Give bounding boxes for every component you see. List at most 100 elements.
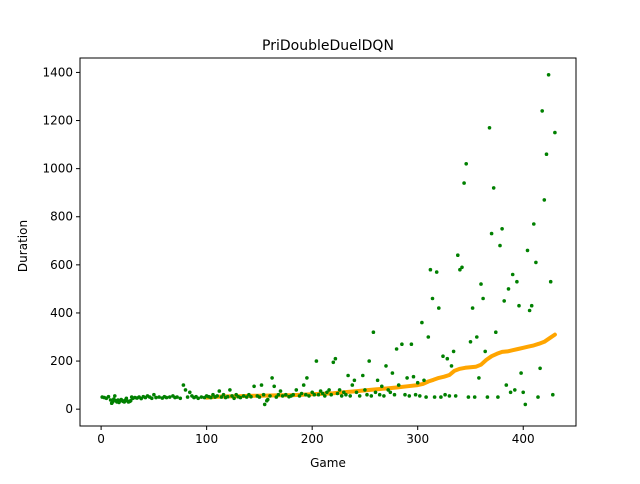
duration-point	[443, 392, 447, 397]
duration-point	[485, 395, 490, 399]
duration-point	[491, 186, 496, 190]
duration-point	[502, 299, 507, 303]
duration-point	[291, 392, 296, 397]
y-tick-label: 1400	[42, 65, 73, 79]
duration-point	[354, 390, 359, 395]
duration-point	[199, 395, 204, 399]
duration-point	[538, 366, 542, 371]
y-tick-label: 1000	[42, 162, 73, 176]
duration-point	[333, 356, 338, 361]
duration-point	[310, 390, 315, 395]
duration-point	[384, 364, 388, 368]
duration-point	[394, 347, 399, 351]
duration-point	[257, 395, 262, 399]
duration-point	[221, 392, 226, 397]
duration-point	[266, 397, 270, 402]
duration-point	[371, 330, 376, 335]
duration-point	[472, 395, 477, 399]
duration-point	[259, 383, 264, 387]
duration-point	[510, 272, 515, 277]
duration-point	[542, 198, 547, 202]
duration-point	[544, 152, 549, 156]
chart-title: PriDoubleDuelDQN	[262, 38, 394, 54]
duration-point	[466, 395, 471, 399]
duration-point	[521, 390, 525, 395]
duration-point	[529, 303, 534, 308]
y-tick-label: 800	[50, 210, 73, 224]
duration-point	[272, 384, 277, 389]
duration-point	[154, 395, 158, 400]
duration-point	[217, 389, 222, 393]
duration-point	[344, 392, 348, 397]
duration-point	[329, 392, 334, 397]
duration-point	[348, 394, 353, 398]
duration-point	[377, 392, 382, 397]
duration-point	[323, 394, 327, 398]
duration-point	[113, 394, 117, 398]
duration-point	[405, 376, 409, 380]
duration-point	[489, 231, 494, 236]
duration-point	[422, 378, 426, 383]
duration-point	[183, 388, 188, 392]
duration-point	[483, 349, 488, 354]
duration-point	[274, 395, 279, 399]
duration-point	[392, 392, 397, 397]
duration-point	[278, 389, 283, 393]
duration-point	[504, 383, 509, 387]
y-axis-label: Duration	[16, 220, 30, 272]
duration-point	[241, 394, 246, 398]
duration-point	[400, 342, 404, 347]
duration-point	[390, 371, 395, 375]
duration-points-series	[100, 73, 557, 407]
duration-point	[110, 400, 115, 404]
duration-point	[428, 267, 433, 272]
y-tick-label: 200	[50, 354, 73, 368]
duration-point	[318, 389, 323, 393]
duration-point	[331, 360, 336, 365]
duration-point	[494, 330, 498, 335]
duration-point	[350, 383, 355, 387]
duration-point	[500, 227, 504, 231]
duration-point	[209, 395, 213, 400]
duration-point	[327, 388, 331, 392]
duration-point	[481, 296, 485, 301]
duration-point	[536, 395, 540, 399]
duration-point	[185, 395, 190, 399]
duration-point	[124, 396, 129, 401]
duration-point	[301, 383, 306, 387]
duration-point	[181, 383, 186, 387]
duration-point	[453, 394, 458, 398]
duration-point	[458, 267, 462, 272]
duration-point	[363, 388, 367, 392]
duration-point	[462, 181, 466, 185]
duration-point	[369, 394, 374, 398]
duration-point	[527, 308, 532, 313]
duration-point	[342, 390, 346, 395]
moving-average-line	[204, 332, 557, 400]
duration-point	[238, 395, 243, 400]
duration-point	[276, 392, 281, 397]
duration-point	[449, 364, 454, 368]
x-tick-label: 200	[301, 432, 324, 446]
duration-point	[409, 342, 414, 347]
duration-point	[261, 392, 266, 397]
duration-point	[335, 391, 340, 396]
duration-point	[294, 388, 299, 392]
duration-point	[316, 392, 321, 397]
duration-point	[426, 335, 431, 339]
plot-area-frame	[79, 57, 577, 427]
duration-point	[380, 384, 384, 389]
duration-point	[352, 378, 357, 383]
duration-point	[375, 378, 380, 383]
duration-point	[464, 162, 469, 166]
x-tick-label: 100	[195, 432, 218, 446]
duration-point	[320, 391, 325, 396]
duration-point	[439, 395, 443, 399]
duration-point	[249, 394, 253, 399]
duration-point	[280, 394, 285, 398]
duration-point	[252, 384, 256, 389]
duration-point	[268, 394, 272, 398]
duration-point	[506, 287, 511, 291]
duration-point	[312, 392, 317, 397]
duration-point	[407, 394, 412, 398]
